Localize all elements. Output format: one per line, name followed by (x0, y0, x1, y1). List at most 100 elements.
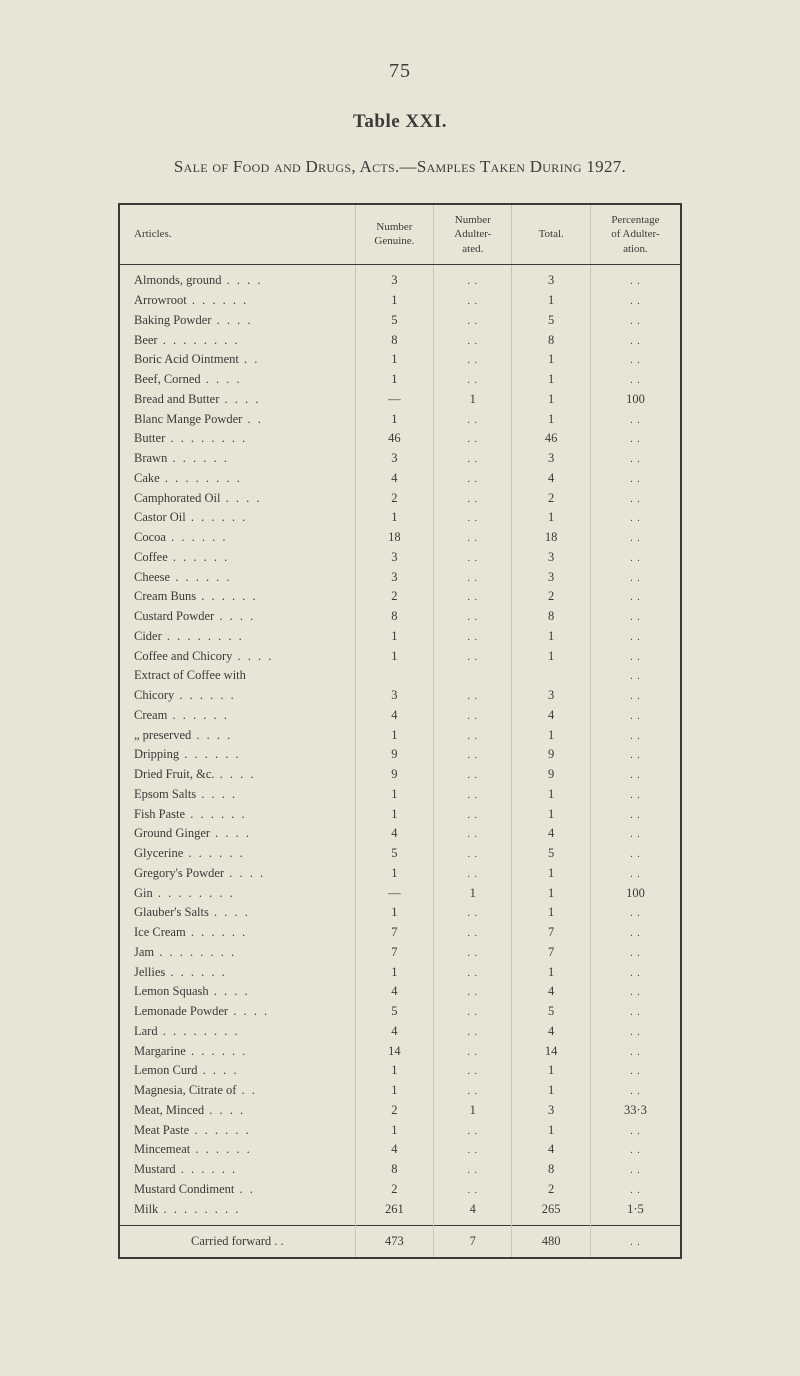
article-name: Lemon Squash (134, 982, 209, 1001)
cell-adulterated: . . (434, 567, 512, 587)
cell-article: Jellies . . . . . . (120, 962, 355, 982)
cell-adulterated: . . (434, 488, 512, 508)
cell-genuine: 1 (355, 863, 433, 883)
table-row: Fish Paste . . . . . .1. .1. . (120, 804, 680, 824)
table-row: Cider . . . . . . . .1. .1. . (120, 626, 680, 646)
cell-genuine: 1 (355, 784, 433, 804)
cell-percent: . . (590, 626, 680, 646)
leader-dots: . . (239, 352, 260, 366)
cell-genuine: 1 (355, 962, 433, 982)
cell-total: 1 (512, 350, 590, 370)
table-row: Ice Cream . . . . . .7. .7. . (120, 923, 680, 943)
cell-article: Cream Buns . . . . . . (120, 587, 355, 607)
table-row: Beer . . . . . . . .8. .8. . (120, 330, 680, 350)
cell-total: 5 (512, 310, 590, 330)
leader-dots: . . . . . . (165, 965, 227, 979)
table-row: Brawn . . . . . .3. .3. . (120, 449, 680, 469)
cell-total: 1 (512, 1061, 590, 1081)
article-name: Coffee (134, 548, 168, 567)
table-row: Custard Powder . . . .8. .8. . (120, 607, 680, 627)
cell-total: 1 (512, 508, 590, 528)
col-articles: Articles. (120, 205, 355, 264)
article-name: Fish Paste (134, 805, 185, 824)
cell-percent: . . (590, 449, 680, 469)
page-number: 75 (70, 60, 730, 83)
article-name: Cider (134, 627, 162, 646)
cell-genuine: 1 (355, 370, 433, 390)
cell-total: 4 (512, 1021, 590, 1041)
article-name: Cheese (134, 568, 170, 587)
table-wrapper: Articles. NumberGenuine. NumberAdulter-a… (118, 203, 682, 1259)
article-name: Jellies (134, 963, 165, 982)
leader-dots: . . . . (232, 649, 273, 663)
cell-total: 1 (512, 646, 590, 666)
article-name: Mustard (134, 1160, 176, 1179)
cell-total: 3 (512, 449, 590, 469)
cell-genuine: 8 (355, 607, 433, 627)
cell-adulterated: . . (434, 1021, 512, 1041)
leader-dots: . . . . . . (186, 925, 248, 939)
table-row: Lard . . . . . . . .4. .4. . (120, 1021, 680, 1041)
table-row: Lemonade Powder . . . .5. .5. . (120, 1002, 680, 1022)
cell-percent: . . (590, 409, 680, 429)
table-row: Baking Powder . . . .5. .5. . (120, 310, 680, 330)
cell-percent: . . (590, 330, 680, 350)
cell-article: Jam . . . . . . . . (120, 942, 355, 962)
cell-percent: . . (590, 567, 680, 587)
leader-dots: . . . . . . (185, 807, 247, 821)
table-row: Epsom Salts . . . .1. .1. . (120, 784, 680, 804)
cell-article: Cheese . . . . . . (120, 567, 355, 587)
table-row: Camphorated Oil . . . .2. .2. . (120, 488, 680, 508)
cell-percent: . . (590, 903, 680, 923)
leader-dots: . . . . (209, 905, 250, 919)
cell-percent: . . (590, 725, 680, 745)
article-name: „ preserved (134, 726, 191, 745)
article-name: Gregory's Powder (134, 864, 224, 883)
cell-adulterated: . . (434, 370, 512, 390)
leader-dots: . . . . . . . . (158, 1202, 240, 1216)
cell-genuine: 1 (355, 508, 433, 528)
table-row: Margarine . . . . . .14. .14. . (120, 1041, 680, 1061)
cell-percent: . . (590, 607, 680, 627)
cell-article: Brawn . . . . . . (120, 449, 355, 469)
cell-total: 1 (512, 626, 590, 646)
cell-total: 2 (512, 488, 590, 508)
cell-total: 1 (512, 409, 590, 429)
cell-percent: . . (590, 1041, 680, 1061)
leader-dots: . . . . (219, 392, 260, 406)
table-header: Articles. NumberGenuine. NumberAdulter-a… (120, 205, 680, 264)
cell-percent: . . (590, 844, 680, 864)
table-row: Milk . . . . . . . .26142651·5 (120, 1199, 680, 1219)
cell-genuine: 2 (355, 1179, 433, 1199)
cell-article: Epsom Salts . . . . (120, 784, 355, 804)
cell-percent: . . (590, 942, 680, 962)
cell-percent: . . (590, 547, 680, 567)
table-row: Glycerine . . . . . .5. .5. . (120, 844, 680, 864)
cell-adulterated: . . (434, 1041, 512, 1061)
cell-percent: . . (590, 765, 680, 785)
cell-total: 4 (512, 468, 590, 488)
cell-adulterated: . . (434, 942, 512, 962)
cell-genuine: 18 (355, 528, 433, 548)
cell-adulterated: . . (434, 508, 512, 528)
cell-article: Baking Powder . . . . (120, 310, 355, 330)
cell-percent: . . (590, 705, 680, 725)
leader-dots: . . . . . . . . (165, 431, 247, 445)
leader-dots: . . (236, 1083, 257, 1097)
cell-percent: . . (590, 1021, 680, 1041)
article-name: Cream (134, 706, 167, 725)
cell-percent: 33·3 (590, 1100, 680, 1120)
cell-percent: . . (590, 745, 680, 765)
leader-dots: . . . . . . (167, 708, 229, 722)
cell-genuine: 5 (355, 1002, 433, 1022)
cell-adulterated: . . (434, 646, 512, 666)
table-footer: Carried forward . . 473 7 480 . . (120, 1225, 680, 1257)
footer-label: Carried forward . . (120, 1225, 355, 1257)
leader-dots: . . . . . . (190, 1142, 252, 1156)
table-row: Coffee . . . . . .3. .3. . (120, 547, 680, 567)
cell-article: Gin . . . . . . . . (120, 883, 355, 903)
table-row: Cocoa . . . . . .18. .18. . (120, 528, 680, 548)
page-container: 75 Table XXI. Sale of Food and Drugs, Ac… (0, 0, 800, 1376)
leader-dots: . . . . . . (186, 1044, 248, 1058)
cell-article: Mustard Condiment . . (120, 1179, 355, 1199)
